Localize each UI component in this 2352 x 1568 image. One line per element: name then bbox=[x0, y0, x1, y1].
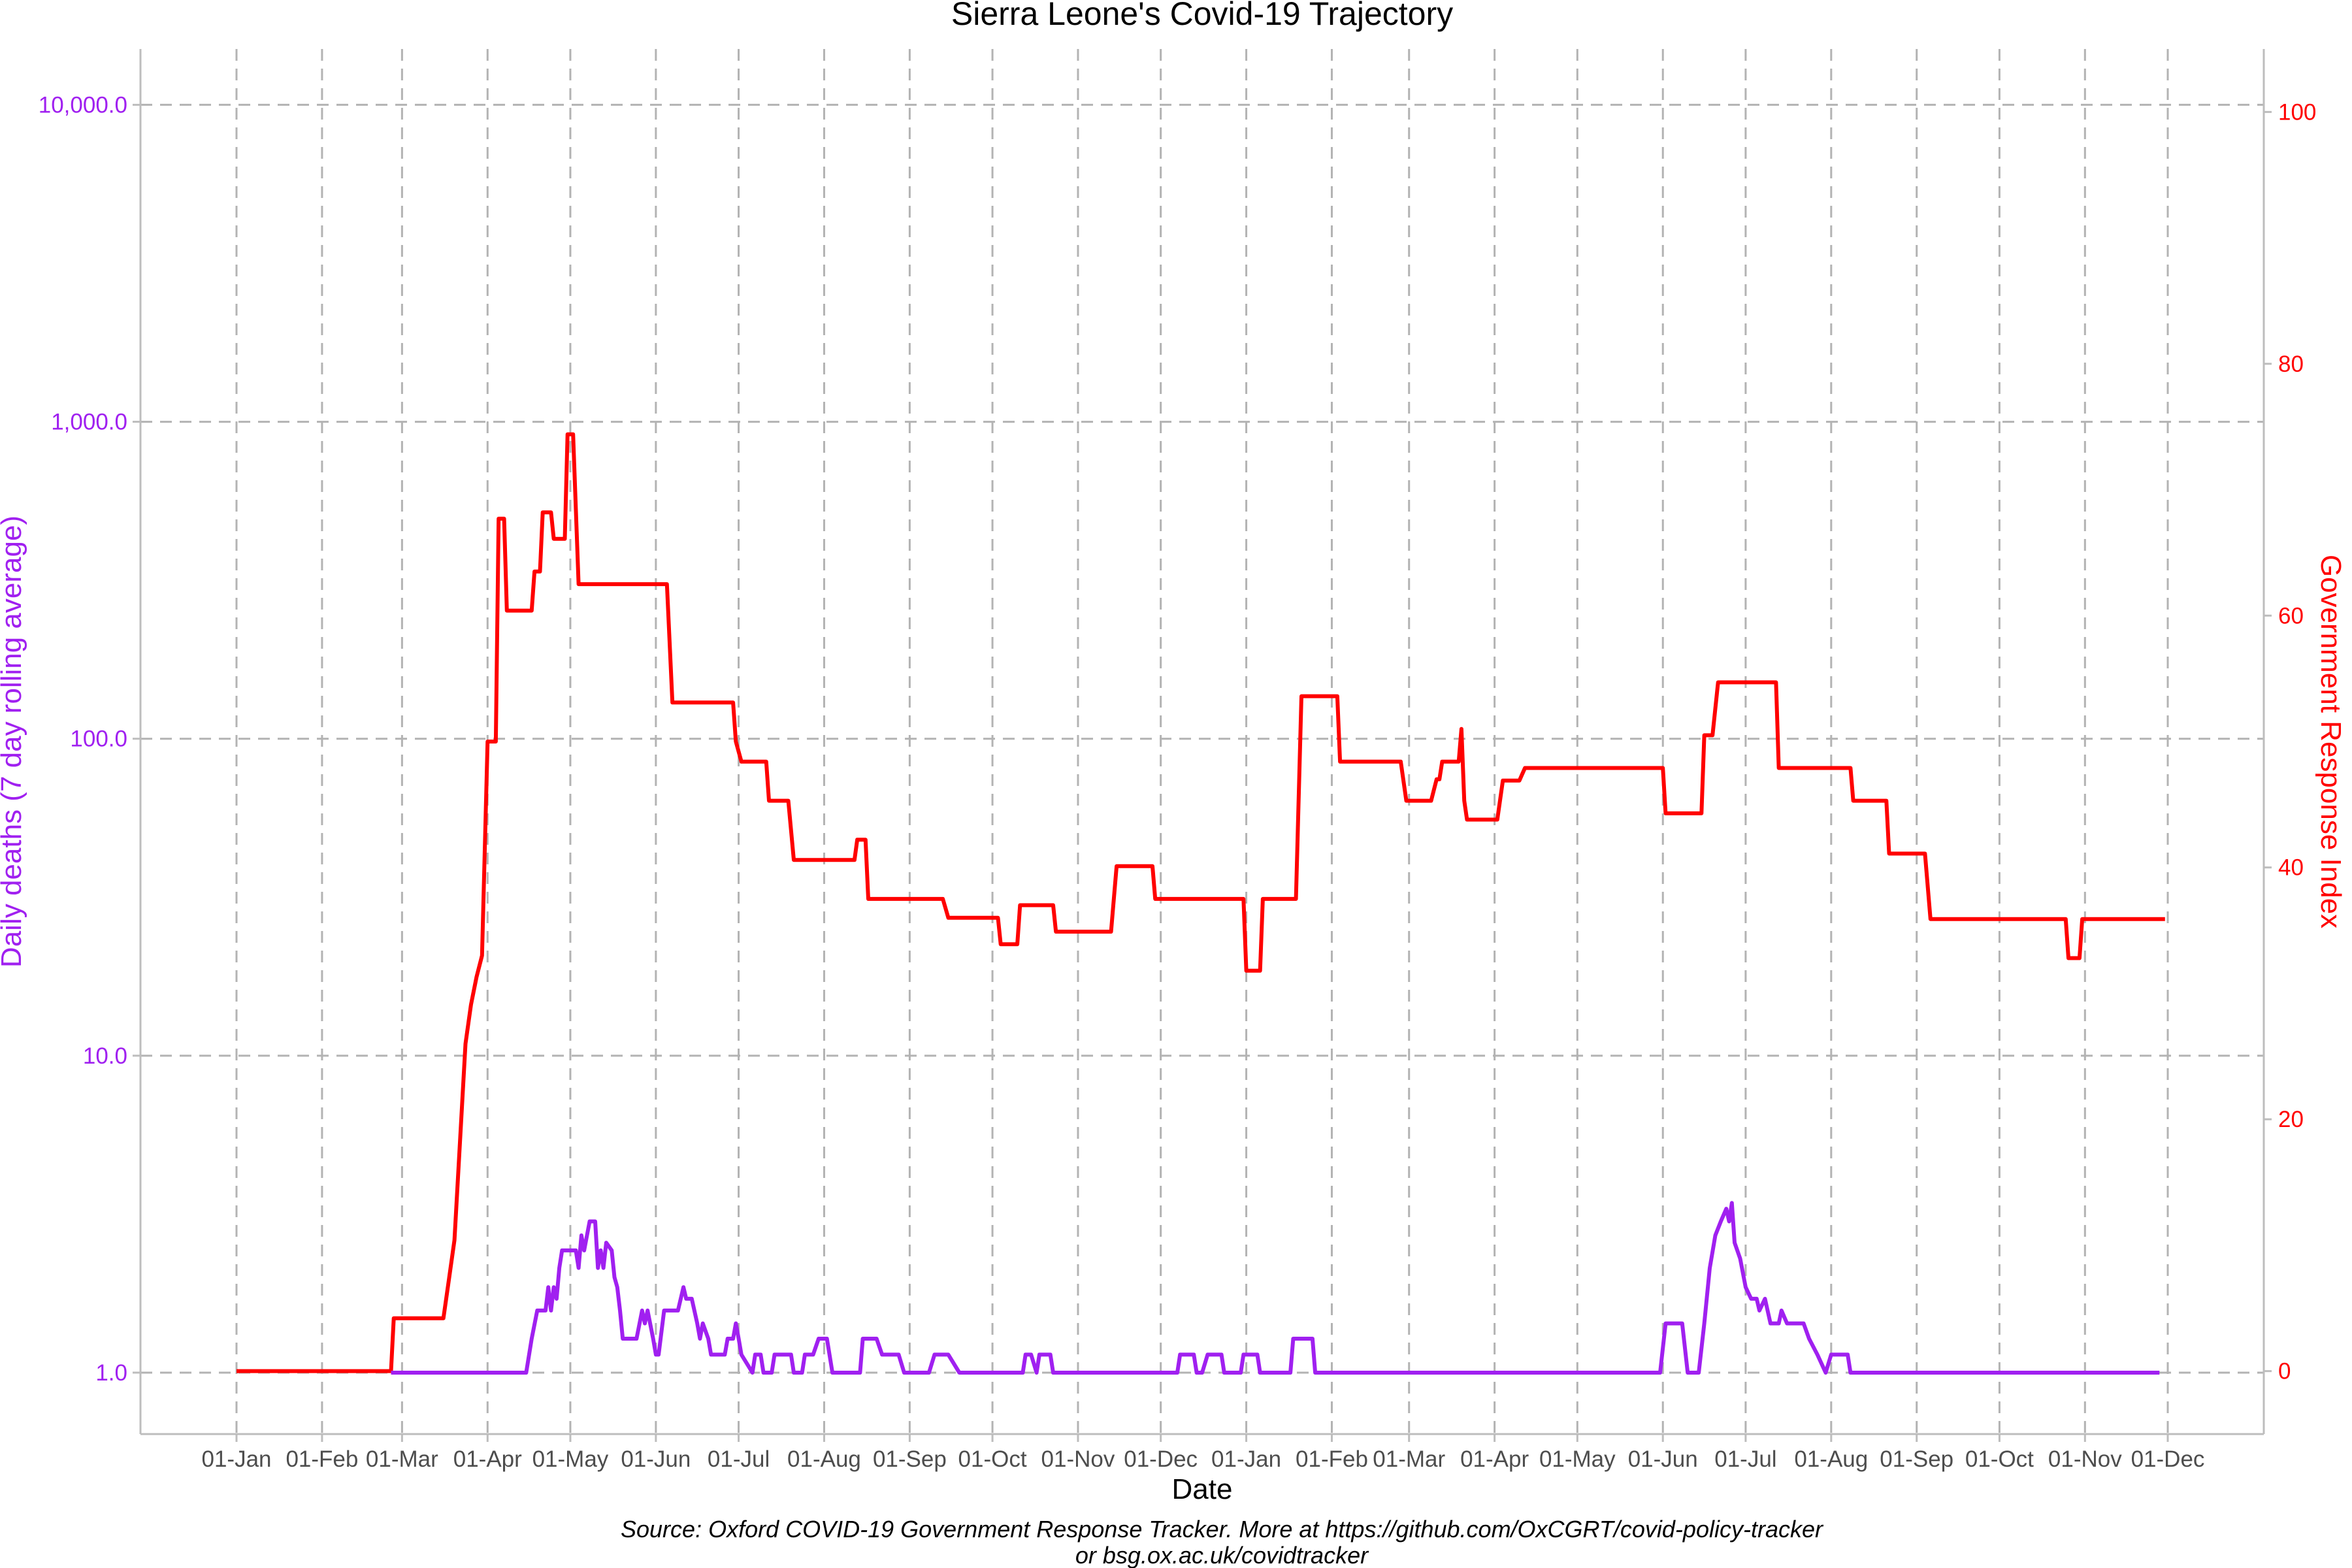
x-tick-label: 01-Jul bbox=[1714, 1446, 1776, 1472]
grid-lines bbox=[140, 49, 2264, 1434]
right-y-tick-label: 0 bbox=[2278, 1359, 2291, 1384]
x-tick-label: 01-Apr bbox=[1460, 1446, 1529, 1472]
x-tick-label: 01-May bbox=[532, 1446, 609, 1472]
right-y-tick-label: 20 bbox=[2278, 1107, 2304, 1132]
source-caption-line-1: Source: Oxford COVID-19 Government Respo… bbox=[621, 1516, 1824, 1543]
left-y-tick-label: 10.0 bbox=[83, 1043, 127, 1069]
chart-title: Sierra Leone's Covid-19 Trajectory bbox=[951, 0, 1453, 32]
x-tick-label: 01-Jun bbox=[621, 1446, 691, 1472]
x-tick-label: 01-Jun bbox=[1628, 1446, 1698, 1472]
right-y-tick-label: 40 bbox=[2278, 855, 2304, 881]
x-axis-ticks: 01-Jan 01-Feb 01-Mar 01-Apr 01-May 01-Jun 01-J… bbox=[201, 1434, 2204, 1472]
x-tick-label: 01-Jan bbox=[1211, 1446, 1281, 1472]
x-tick-label: 01-Aug bbox=[1794, 1446, 1868, 1472]
x-tick-label: 01-Feb bbox=[1296, 1446, 1368, 1472]
left-y-tick-label: 1.0 bbox=[95, 1360, 127, 1386]
daily-deaths-line bbox=[391, 1201, 2160, 1375]
x-tick-label: 01-Mar bbox=[1373, 1446, 1445, 1472]
x-tick-label: 01-Nov bbox=[2048, 1446, 2122, 1472]
left-y-axis-title: Daily deaths (7 day rolling average) bbox=[0, 515, 27, 968]
right-y-tick-label: 100 bbox=[2278, 99, 2316, 125]
x-tick-label: 01-Jul bbox=[708, 1446, 770, 1472]
government-response-index-line bbox=[237, 432, 2165, 1373]
left-y-tick-label: 1,000.0 bbox=[51, 410, 127, 435]
left-y-axis-ticks: 1.0 10.0 100.0 1,000.0 10,000.0 bbox=[39, 92, 140, 1386]
x-tick-label: 01-May bbox=[1539, 1446, 1616, 1472]
left-y-tick-label: 10,000.0 bbox=[39, 92, 127, 118]
x-tick-label: 01-Sep bbox=[1880, 1446, 1953, 1472]
x-tick-label: 01-Oct bbox=[958, 1446, 1027, 1472]
x-tick-label: 01-Sep bbox=[873, 1446, 947, 1472]
right-y-axis-title: Government Response Index bbox=[2315, 555, 2347, 928]
series-lines bbox=[237, 432, 2165, 1375]
x-tick-label: 01-Jan bbox=[201, 1446, 271, 1472]
source-caption-line-2: or bsg.ox.ac.uk/covidtracker bbox=[1075, 1542, 1369, 1568]
x-tick-label: 01-Mar bbox=[366, 1446, 438, 1472]
left-y-tick-label: 100.0 bbox=[70, 727, 127, 752]
x-tick-label: 01-Feb bbox=[286, 1446, 358, 1472]
right-y-axis-ticks: 0 20 40 60 80 100 bbox=[2264, 99, 2316, 1384]
x-tick-label: 01-Nov bbox=[1041, 1446, 1115, 1472]
x-tick-label: 01-Dec bbox=[2131, 1446, 2205, 1472]
x-tick-label: 01-Aug bbox=[787, 1446, 861, 1472]
x-tick-label: 01-Oct bbox=[1965, 1446, 2034, 1472]
x-tick-label: 01-Dec bbox=[1124, 1446, 1198, 1472]
x-tick-label: 01-Apr bbox=[453, 1446, 522, 1472]
x-axis-title: Date bbox=[1172, 1473, 1233, 1505]
right-y-tick-label: 60 bbox=[2278, 603, 2304, 629]
right-y-tick-label: 80 bbox=[2278, 351, 2304, 377]
